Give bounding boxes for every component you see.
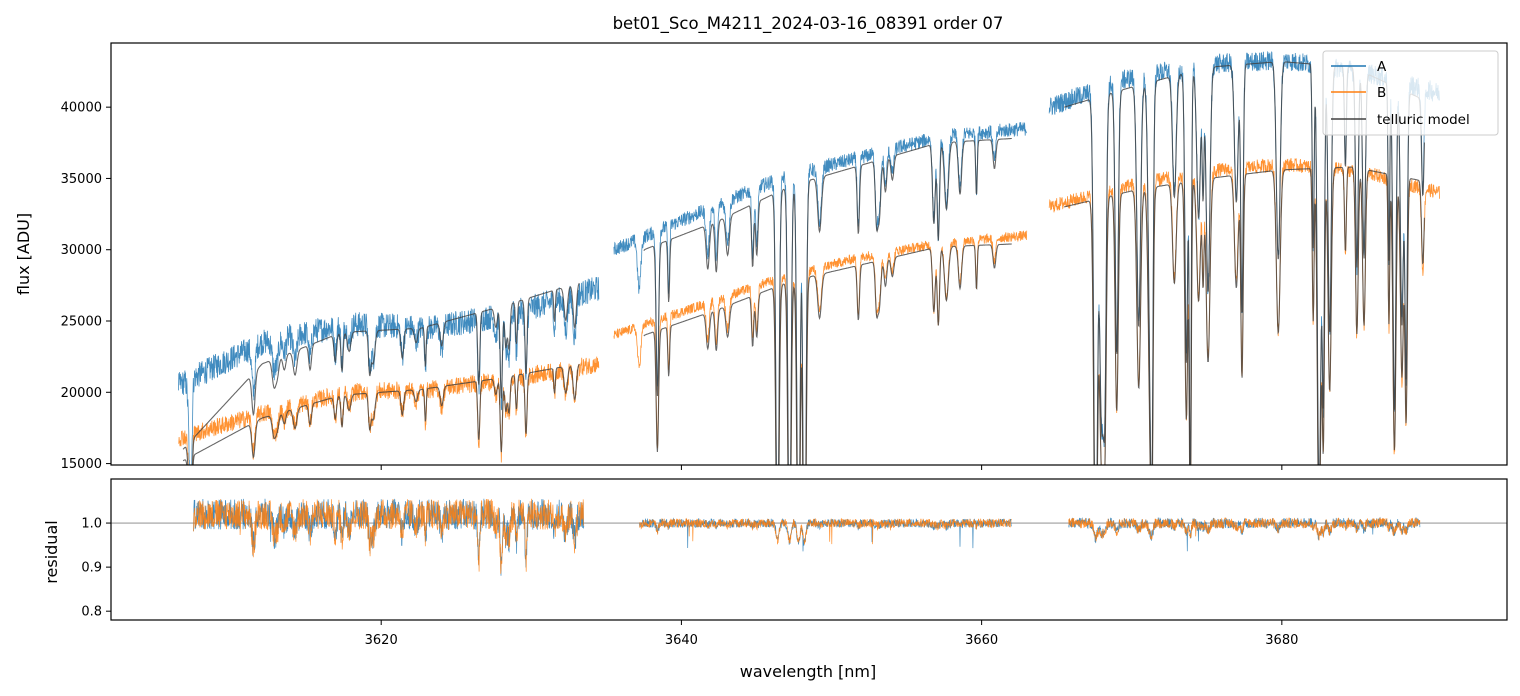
x-tick-label: 3640 — [665, 633, 698, 648]
legend-box — [1322, 50, 1499, 136]
x-tick-label: 3680 — [1265, 633, 1298, 648]
flux-y-tick-label: 15000 — [61, 457, 102, 472]
flux-y-tick-label: 40000 — [61, 101, 102, 116]
x-tick-label: 3620 — [365, 633, 398, 648]
telluric-model-line — [182, 363, 580, 465]
residual-panel: 0.8 0.9 1.0 3620 3640 3660 3680 residual — [42, 478, 1508, 648]
legend: A B telluric model — [1322, 50, 1499, 136]
series-A-line — [613, 122, 1027, 465]
residual-y-tick-label: 1.0 — [81, 517, 102, 532]
series-B-line — [178, 356, 600, 465]
residual-y-tick-label: 0.9 — [81, 561, 102, 576]
residual-panel-frame — [110, 478, 1508, 621]
flux-panel-frame — [110, 42, 1508, 466]
series-B-line — [613, 230, 1028, 465]
chart-title: bet01_Sco_M4211_2024-03-16_08391 order 0… — [613, 14, 1004, 34]
residual-B-line — [193, 498, 585, 574]
residual-y-tick-label: 0.8 — [81, 605, 102, 620]
residual-B-line — [1068, 517, 1421, 542]
flux-y-tick-label: 35000 — [61, 172, 102, 187]
flux-panel: 15000 20000 25000 30000 35000 40000 flux [ADU… — [14, 42, 1508, 472]
x-tick-label: 3660 — [965, 633, 998, 648]
residual-B-line — [639, 517, 1012, 545]
telluric-model-line — [643, 243, 1012, 465]
flux-y-label: flux [ADU] — [14, 213, 33, 295]
residual-A-line — [639, 517, 1012, 552]
telluric-model-line — [1063, 166, 1425, 465]
telluric-model-line — [182, 282, 580, 465]
legend-label-B: B — [1377, 85, 1386, 101]
residual-y-label: residual — [42, 520, 61, 583]
telluric-model-line — [1063, 61, 1425, 465]
flux-y-tick-label: 25000 — [61, 315, 102, 330]
telluric-model-line — [643, 137, 1012, 465]
flux-y-tick-label: 30000 — [61, 243, 102, 258]
legend-label-telluric: telluric model — [1377, 112, 1470, 128]
x-axis-label: wavelength [nm] — [740, 662, 877, 681]
series-A-line — [178, 276, 600, 465]
flux-y-tick-label: 20000 — [61, 386, 102, 401]
legend-label-A: A — [1377, 59, 1387, 75]
